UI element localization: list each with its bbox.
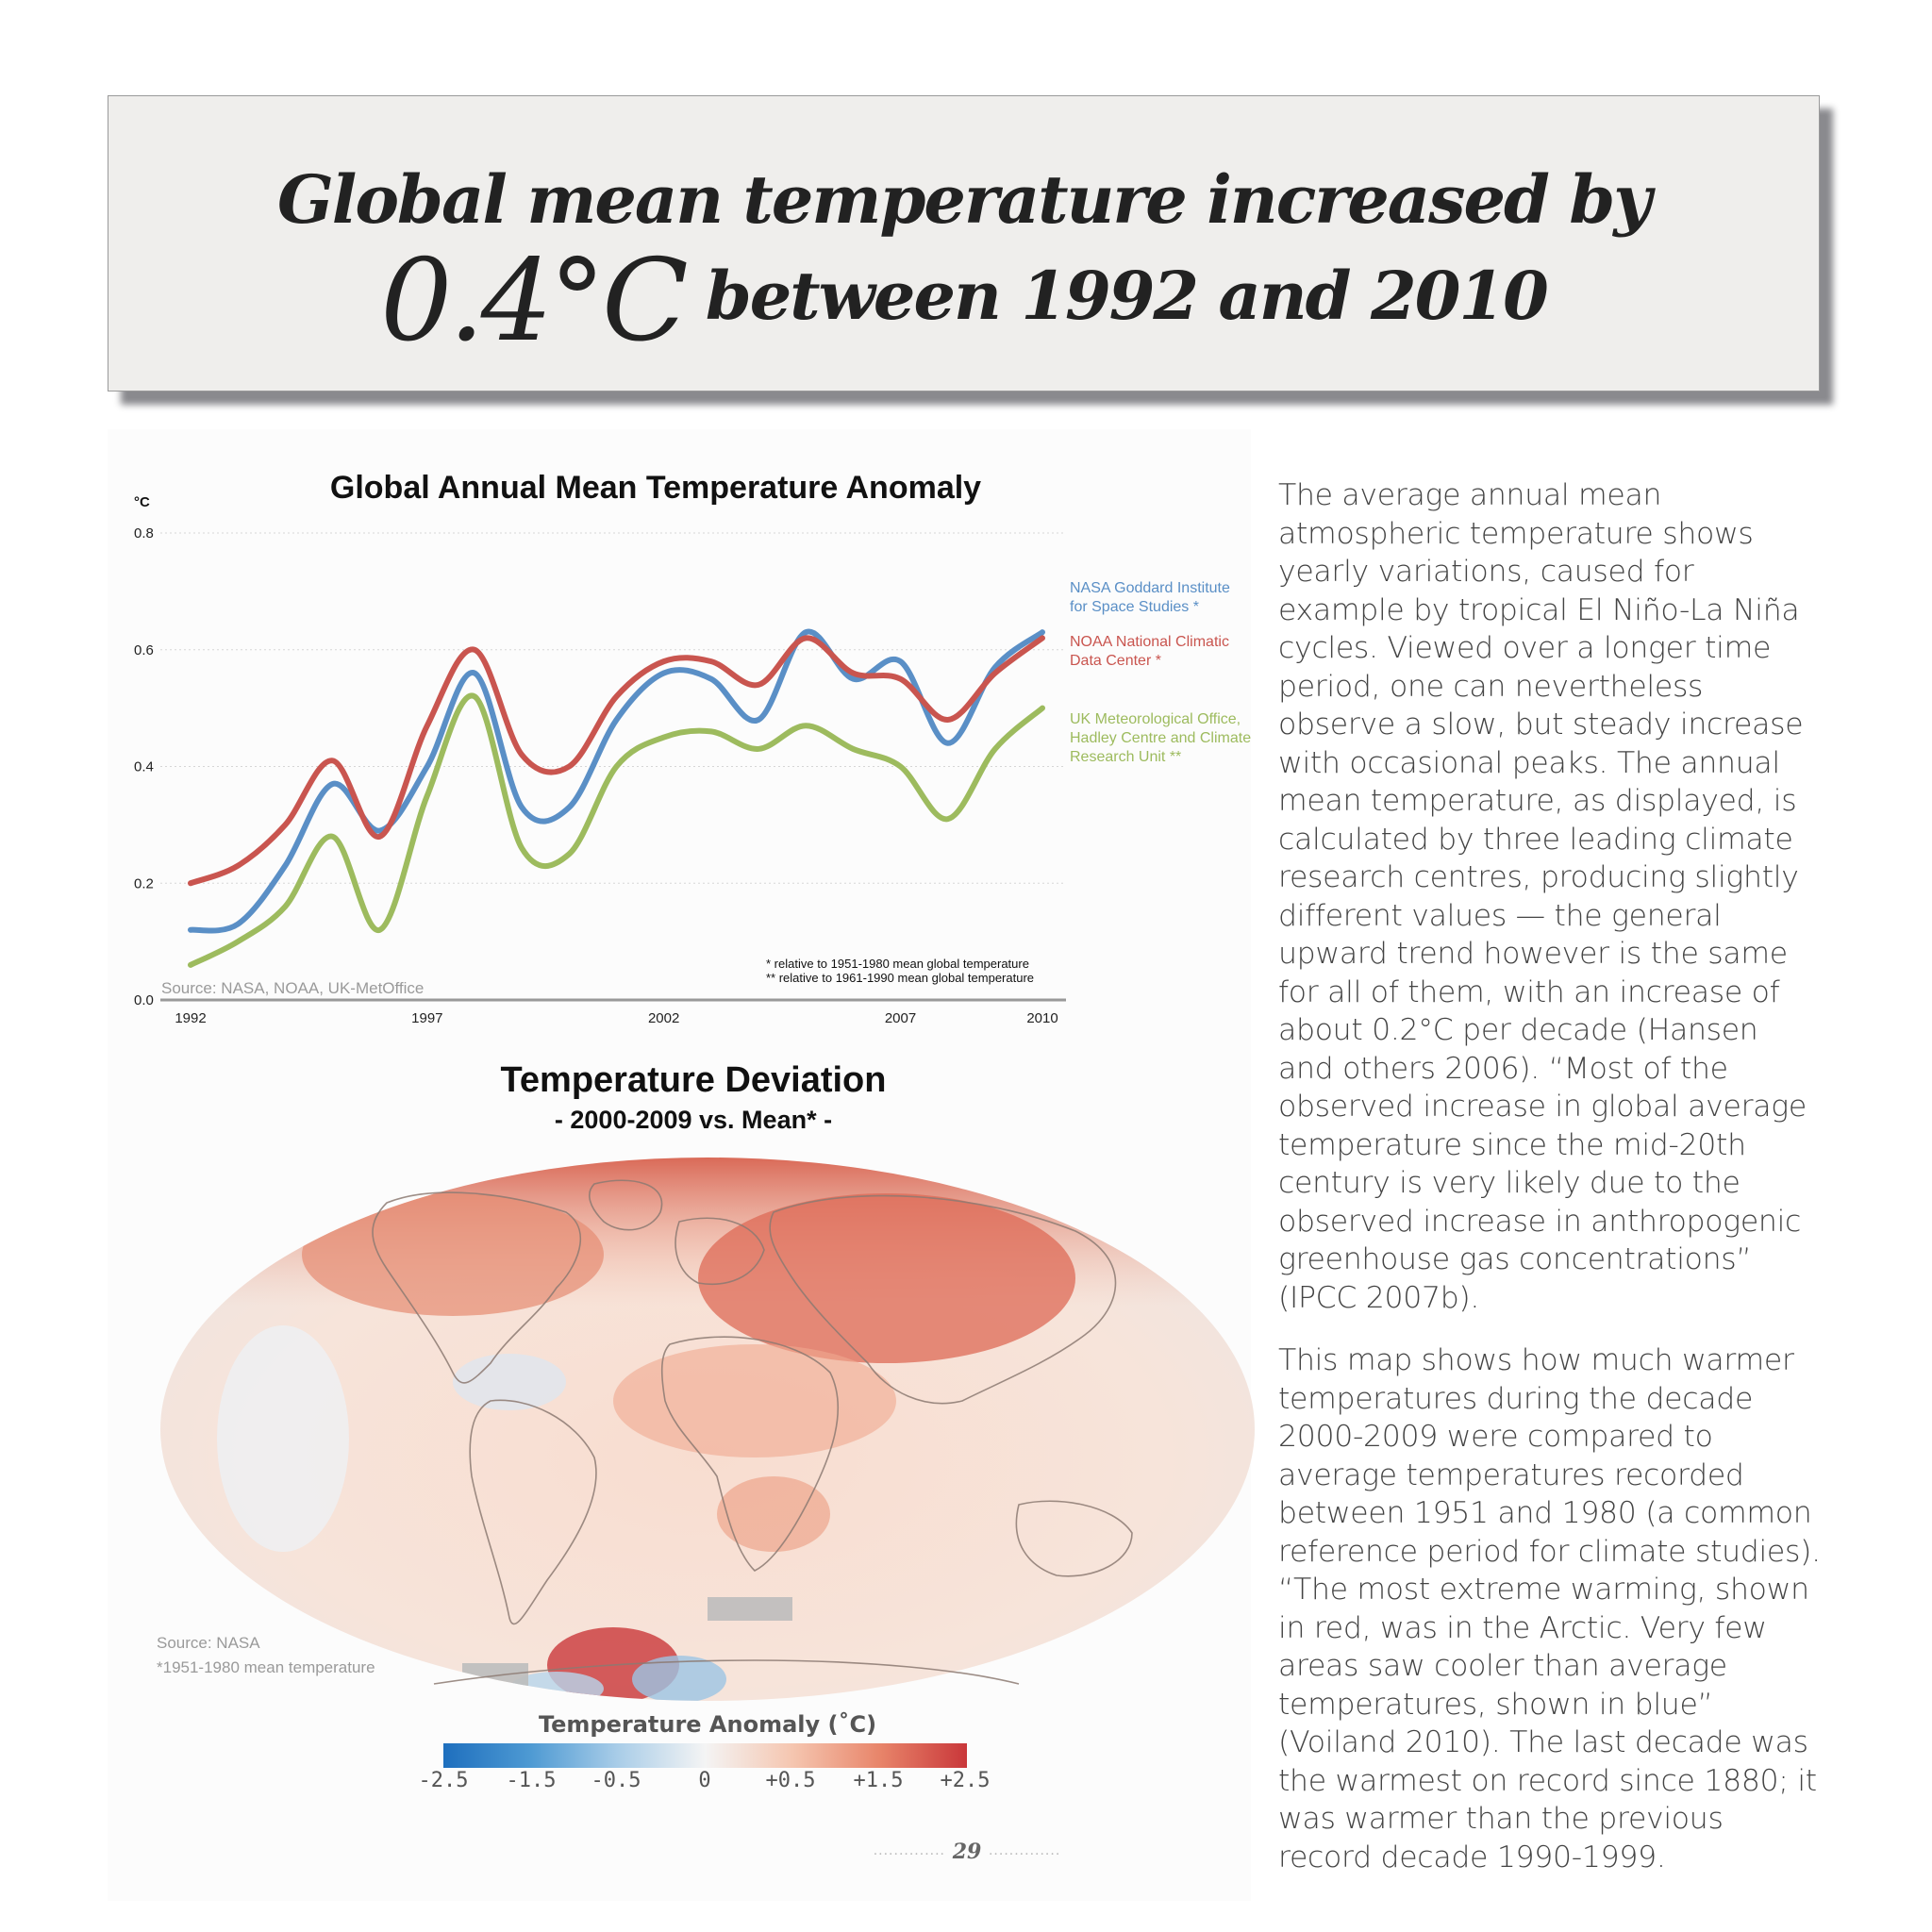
x-tick-label: 1997 [411, 1010, 442, 1026]
sahara-warm-patch [613, 1344, 896, 1457]
legend-noaa: NOAA National Climatic Data Center * [1070, 633, 1258, 671]
y-axis-unit-label: °C [134, 494, 150, 510]
legend-noaa-line-1: NOAA National Climatic [1070, 634, 1229, 650]
pacific-cool-patch [217, 1325, 349, 1552]
greenland-outline [589, 1179, 663, 1231]
chart-title: Global Annual Mean Temperature Anomaly [329, 470, 982, 506]
map-title: Temperature Deviation [500, 1060, 887, 1100]
headline-line-1: Global mean temperature increased by [277, 160, 1652, 239]
headline-value: 0.4°C [380, 236, 689, 367]
legend-nasa-line-2: for Space Studies * [1070, 599, 1199, 615]
y-tick-label: 0.4 [134, 759, 154, 775]
africa-warm-patch [717, 1476, 830, 1552]
australia-outline [1015, 1500, 1133, 1577]
page-number-value: 29 [952, 1840, 982, 1864]
legend-uk-line-3: Research Unit ** [1070, 749, 1182, 765]
map-subtitle: - 2000-2009 vs. Mean* - [554, 1106, 833, 1134]
scale-label: -0.5 [591, 1769, 641, 1792]
page-number-dots-right: ·············· [988, 1847, 1061, 1862]
body-text: The average annual mean atmospheric temp… [1278, 476, 1821, 1901]
south-america-outline [469, 1399, 597, 1625]
no-data-region-2 [708, 1597, 792, 1621]
scale-label: +2.5 [940, 1769, 991, 1792]
series-line-nasa [188, 628, 1045, 934]
headline-line-2: 0.4°C between 1992 and 2010 [108, 236, 1819, 367]
body-paragraph-1: The average annual mean atmospheric temp… [1278, 478, 1807, 1315]
scale-label: +0.5 [765, 1769, 816, 1792]
scale-label: 0 [698, 1769, 711, 1792]
scale-label: +1.5 [853, 1769, 904, 1792]
x-tick-label: 2002 [648, 1010, 679, 1026]
page-number: ·············· 29 ·············· [863, 1840, 1071, 1864]
north-america-outline [372, 1191, 582, 1384]
legend-noaa-line-2: Data Center * [1070, 653, 1161, 669]
y-tick-label: 0.0 [134, 992, 154, 1008]
legend-nasa: NASA Goddard Institute for Space Studies… [1070, 579, 1258, 617]
body-paragraph-2: This map shows how much warmer temperatu… [1278, 1343, 1821, 1874]
legend-uk-line-2: Hadley Centre and Climate [1070, 730, 1252, 746]
canada-warm-patch [302, 1193, 604, 1316]
legend-uk: UK Meteorological Office, Hadley Centre … [1070, 710, 1258, 767]
page-number-dots-left: ·············· [873, 1847, 946, 1862]
legend-uk-line-1: UK Meteorological Office, [1070, 711, 1241, 727]
atlantic-cool-patch [453, 1354, 566, 1410]
chart-note-2: ** relative to 1961-1990 mean global tem… [766, 971, 1035, 985]
y-tick-label: 0.6 [134, 642, 154, 658]
x-tick-label: 1992 [175, 1010, 206, 1026]
scale-title: Temperature Anomaly (˚C) [538, 1711, 877, 1738]
no-data-region [462, 1663, 528, 1701]
headline-banner: Global mean temperature increased by 0.4… [108, 95, 1820, 391]
series-line-uk [188, 692, 1045, 968]
legend-nasa-line-1: NASA Goddard Institute [1070, 580, 1230, 596]
antarctic-cool-patch [632, 1656, 726, 1701]
africa-outline [660, 1336, 839, 1572]
series-line-noaa [188, 635, 1045, 887]
antarctica-outline [433, 1659, 1020, 1685]
y-tick-label: 0.2 [134, 875, 154, 891]
headline-period: between 1992 and 2010 [705, 257, 1549, 335]
chart-note-1: * relative to 1951-1980 mean global temp… [766, 957, 1029, 971]
scale-label: -1.5 [506, 1769, 557, 1792]
map-source: Source: NASA [157, 1634, 260, 1652]
temperature-color-scale [443, 1743, 967, 1768]
temperature-deviation-map [160, 1158, 1255, 1701]
siberia-warm-patch [698, 1193, 1075, 1363]
temperature-anomaly-chart: °C 0.8 0.6 0.4 0.2 0.0 1992 1997 2002 2007 2010 [134, 494, 1066, 1026]
scale-label: -2.5 [418, 1769, 469, 1792]
y-tick-label: 0.8 [134, 525, 154, 541]
map-footnote: *1951-1980 mean temperature [157, 1658, 375, 1676]
x-tick-label: 2010 [1026, 1010, 1058, 1026]
europe-outline [675, 1217, 765, 1285]
x-tick-label: 2007 [885, 1010, 916, 1026]
chart-source: Source: NASA, NOAA, UK-MetOffice [161, 979, 425, 997]
asia-outline [769, 1194, 1117, 1405]
